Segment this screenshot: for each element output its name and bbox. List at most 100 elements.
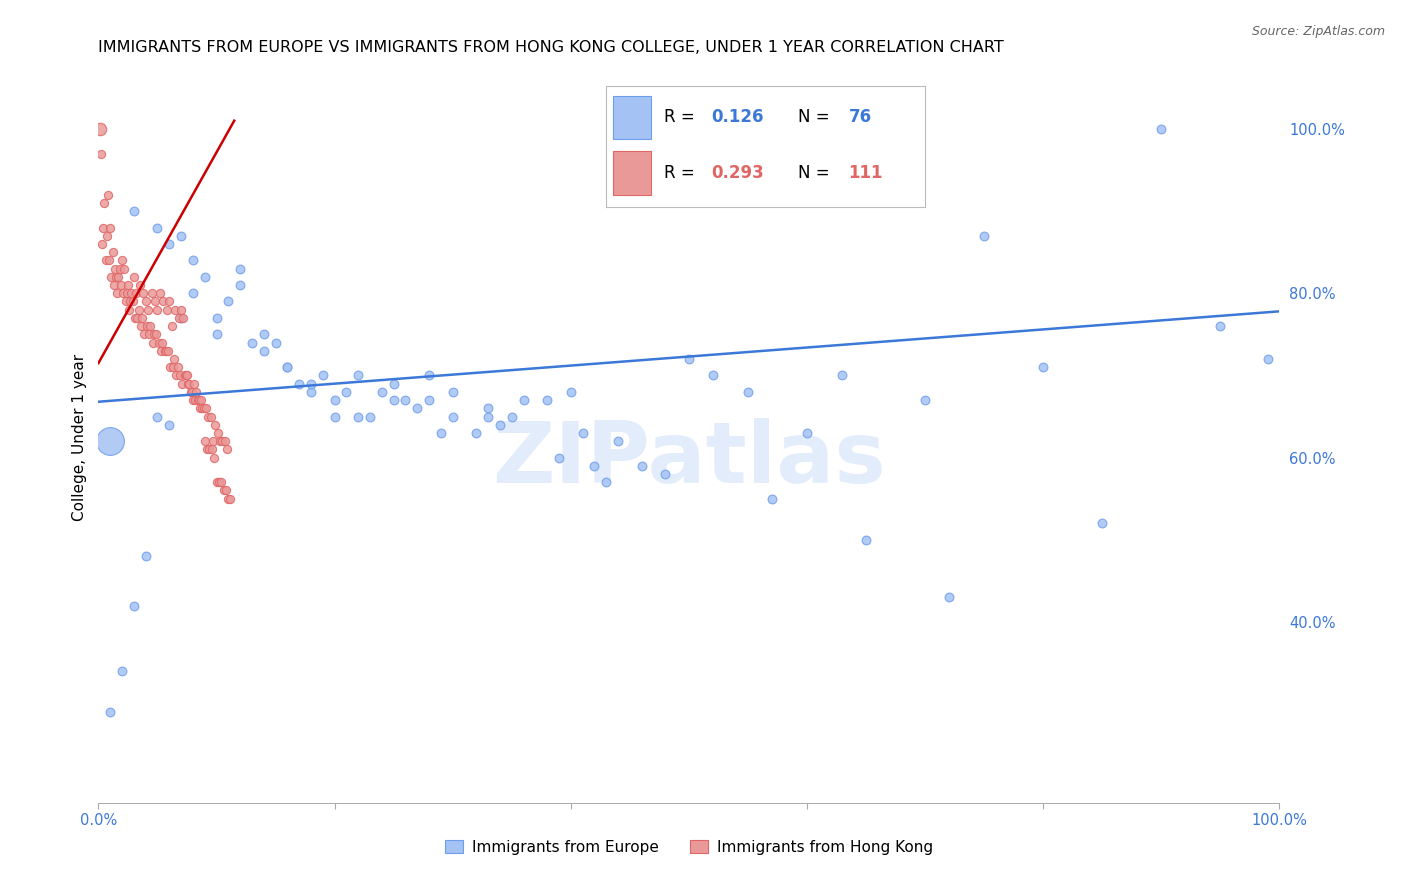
Point xyxy=(112,286,135,301)
Point xyxy=(97,187,120,202)
Point xyxy=(938,591,960,605)
Point xyxy=(138,327,160,342)
Point xyxy=(146,302,169,317)
Point xyxy=(441,409,464,424)
Point xyxy=(110,278,132,293)
Point xyxy=(288,376,311,391)
Text: Source: ZipAtlas.com: Source: ZipAtlas.com xyxy=(1251,25,1385,38)
Point xyxy=(107,269,129,284)
Point xyxy=(489,417,512,432)
Point xyxy=(218,491,240,506)
Point xyxy=(155,343,177,358)
Point xyxy=(501,409,523,424)
Point xyxy=(465,425,488,440)
Point xyxy=(153,343,176,358)
Point xyxy=(157,294,180,309)
Point xyxy=(195,442,218,457)
Point xyxy=(146,220,169,235)
Point xyxy=(160,319,183,334)
Point xyxy=(150,335,173,350)
Point xyxy=(179,376,201,391)
Point xyxy=(156,302,179,317)
Point xyxy=(183,376,205,391)
Point xyxy=(191,401,214,416)
Point xyxy=(209,475,232,490)
Point xyxy=(181,393,204,408)
Point xyxy=(702,368,724,383)
Point xyxy=(172,376,194,391)
Point xyxy=(204,417,226,432)
Point xyxy=(139,319,162,334)
Point xyxy=(128,302,150,317)
Point xyxy=(105,286,128,301)
Point xyxy=(128,278,150,293)
Point xyxy=(359,409,381,424)
Legend: Immigrants from Europe, Immigrants from Hong Kong: Immigrants from Europe, Immigrants from … xyxy=(439,834,939,861)
Point xyxy=(181,286,204,301)
Point xyxy=(172,310,194,325)
Point xyxy=(89,121,111,136)
Point xyxy=(264,335,287,350)
Point xyxy=(91,220,114,235)
Point xyxy=(152,294,174,309)
Point xyxy=(177,376,200,391)
Point xyxy=(194,269,217,284)
Point xyxy=(180,384,202,399)
Point xyxy=(121,294,143,309)
Point xyxy=(209,434,232,449)
Point xyxy=(122,599,145,613)
Point xyxy=(394,393,416,408)
Point xyxy=(96,228,118,243)
Point xyxy=(571,425,593,440)
Point xyxy=(104,261,127,276)
Point xyxy=(583,458,606,473)
Point xyxy=(167,310,190,325)
Point xyxy=(382,393,405,408)
Point xyxy=(129,319,152,334)
Point xyxy=(1091,516,1114,531)
Point xyxy=(229,261,252,276)
Point xyxy=(831,368,853,383)
Point xyxy=(149,286,172,301)
Point xyxy=(796,425,818,440)
Point xyxy=(187,393,209,408)
Point xyxy=(105,269,128,284)
Point xyxy=(214,434,236,449)
Point xyxy=(382,376,405,391)
Point xyxy=(208,475,231,490)
Point xyxy=(98,253,121,268)
Point xyxy=(347,409,370,424)
Point xyxy=(253,327,276,342)
Point xyxy=(142,335,165,350)
Point xyxy=(323,409,346,424)
Point xyxy=(217,294,239,309)
Point xyxy=(193,401,215,416)
Point xyxy=(122,269,145,284)
Point xyxy=(406,401,429,416)
Point xyxy=(761,491,783,506)
Point xyxy=(132,286,155,301)
Point xyxy=(312,368,335,383)
Point xyxy=(135,294,157,309)
Point xyxy=(169,368,191,383)
Point xyxy=(111,665,134,679)
Point xyxy=(101,245,124,260)
Point xyxy=(188,401,211,416)
Point xyxy=(98,706,121,720)
Point xyxy=(215,483,238,498)
Point xyxy=(198,442,221,457)
Point xyxy=(548,450,571,465)
Point xyxy=(145,327,167,342)
Point xyxy=(212,483,235,498)
Point xyxy=(165,302,187,317)
Point xyxy=(135,549,157,564)
Point xyxy=(90,146,112,161)
Point xyxy=(201,434,224,449)
Point xyxy=(205,310,228,325)
Point xyxy=(194,434,217,449)
Point xyxy=(737,384,759,399)
Point xyxy=(607,434,630,449)
Text: IMMIGRANTS FROM EUROPE VS IMMIGRANTS FROM HONG KONG COLLEGE, UNDER 1 YEAR CORREL: IMMIGRANTS FROM EUROPE VS IMMIGRANTS FRO… xyxy=(98,40,1004,55)
Point xyxy=(299,384,322,399)
Point xyxy=(180,384,202,399)
